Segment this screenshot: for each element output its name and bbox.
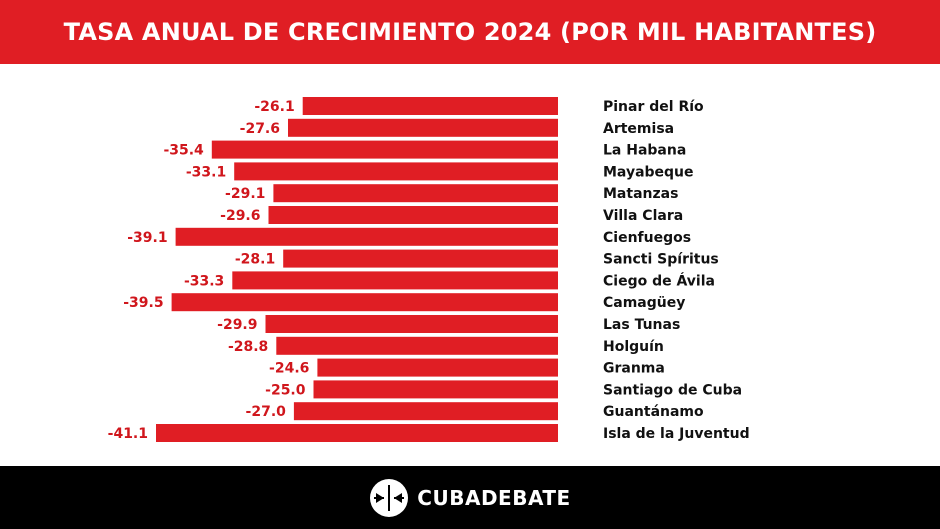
category-label: Granma <box>603 361 665 377</box>
data-label: -33.3 <box>184 273 224 289</box>
category-label: Santiago de Cuba <box>603 382 742 398</box>
category-label: Holguín <box>603 339 664 355</box>
data-label: -29.6 <box>220 208 260 224</box>
bar <box>232 271 559 290</box>
category-label: Mayabeque <box>603 164 694 180</box>
chart-title-bar: TASA ANUAL DE CRECIMIENTO 2024 (POR MIL … <box>0 0 940 64</box>
bar <box>211 140 559 159</box>
brand-name: CUBADEBATE <box>417 485 571 510</box>
bar <box>317 358 558 377</box>
bar <box>156 424 558 442</box>
category-label: Matanzas <box>603 186 678 202</box>
bar <box>313 380 558 399</box>
category-label: Ciego de Ávila <box>603 272 715 289</box>
chart-title: TASA ANUAL DE CRECIMIENTO 2024 (POR MIL … <box>63 18 877 46</box>
data-label: -41.1 <box>108 426 148 442</box>
data-label: -33.1 <box>186 164 226 180</box>
category-label: Villa Clara <box>603 208 683 224</box>
data-label: -27.0 <box>246 404 287 420</box>
data-label: -29.9 <box>217 317 257 333</box>
bar <box>302 97 558 115</box>
data-label: -26.1 <box>254 99 294 115</box>
category-label: Isla de la Juventud <box>603 426 750 442</box>
data-label: -29.1 <box>225 186 265 202</box>
category-label: Guantánamo <box>603 404 704 420</box>
category-label: Pinar del Río <box>603 99 704 115</box>
category-label: Las Tunas <box>603 317 680 333</box>
data-label: -39.1 <box>127 230 167 246</box>
data-label: -28.8 <box>228 339 268 355</box>
bar <box>268 206 558 224</box>
data-label: -25.0 <box>265 382 306 398</box>
data-label: -24.6 <box>269 361 309 377</box>
data-label: -35.4 <box>163 143 204 159</box>
bar <box>283 249 558 268</box>
footer: CUBADEBATE <box>0 466 940 529</box>
bar <box>265 315 558 333</box>
data-label: -27.6 <box>240 121 280 137</box>
category-label: La Habana <box>603 143 686 159</box>
bar <box>276 336 558 355</box>
bar-chart: -26.1 Pinar del Río -27.6 Artemisa -35.4 La H… <box>108 97 750 442</box>
bar <box>234 162 558 181</box>
category-label: Cienfuegos <box>603 230 691 246</box>
category-label: Camagüey <box>603 295 685 311</box>
bar <box>171 293 558 312</box>
data-label: -39.5 <box>123 295 163 311</box>
data-label: -28.1 <box>235 252 275 268</box>
bar <box>288 118 558 137</box>
brand[interactable]: CUBADEBATE <box>369 478 570 518</box>
cubadebate-logo-icon <box>370 478 409 517</box>
bar <box>293 402 558 421</box>
bar <box>273 184 558 203</box>
category-label: Sancti Spíritus <box>603 252 719 268</box>
bar <box>175 227 558 246</box>
category-label: Artemisa <box>603 121 674 137</box>
